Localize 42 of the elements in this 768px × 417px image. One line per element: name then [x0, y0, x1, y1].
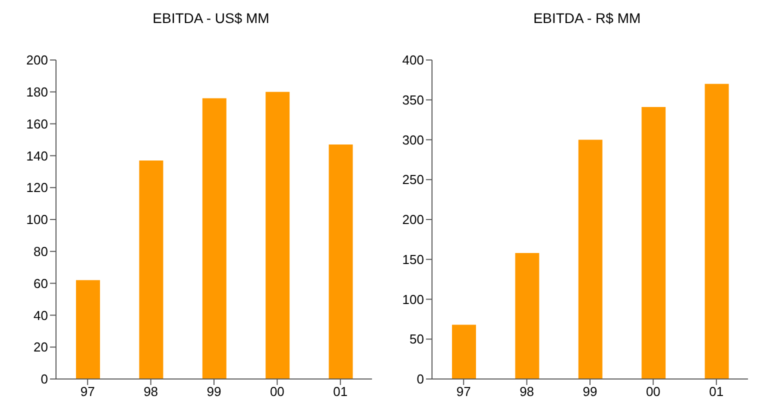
x-tick-label: 01: [333, 384, 348, 400]
y-tick-label: 0: [416, 372, 424, 387]
y-tick-label: 20: [34, 340, 48, 355]
y-tick-label: 80: [34, 244, 48, 260]
bar: [139, 160, 164, 379]
bar: [452, 324, 476, 379]
y-tick-label: 60: [34, 276, 48, 291]
y-tick-label: 200: [26, 52, 48, 68]
x-tick-label: 01: [709, 384, 724, 400]
chart-title: EBITDA - R$ MM: [532, 9, 642, 28]
x-tick-label: 00: [270, 384, 284, 400]
y-tick-label: 400: [402, 52, 424, 68]
x-tick-label: 99: [206, 384, 222, 400]
y-tick-label: 250: [402, 172, 424, 188]
y-tick-label: 50: [410, 332, 424, 347]
bar: [642, 107, 666, 379]
y-tick-label: 0: [40, 372, 48, 387]
bar: [76, 280, 100, 379]
x-tick-label: 98: [144, 384, 158, 400]
y-tick-label: 100: [26, 212, 48, 228]
y-tick-label: 120: [26, 180, 48, 196]
bar: [515, 252, 540, 379]
x-tick-label: 98: [520, 384, 534, 400]
y-tick-label: 350: [402, 92, 424, 108]
bar: [266, 92, 290, 379]
y-tick-label: 40: [34, 308, 48, 323]
bar: [578, 140, 602, 379]
x-tick-label: 97: [80, 384, 95, 400]
y-tick-label: 200: [402, 212, 424, 228]
x-tick-label: 00: [646, 384, 660, 400]
y-tick-label: 160: [26, 116, 48, 132]
y-tick-label: 100: [402, 292, 424, 307]
y-tick-label: 300: [402, 132, 424, 148]
y-tick-label: 180: [26, 84, 48, 100]
chart-title: EBITDA - US$ MM: [152, 9, 270, 28]
x-tick-label: 99: [582, 384, 598, 400]
bar: [704, 84, 729, 379]
y-tick-label: 140: [26, 148, 48, 164]
bar: [202, 98, 226, 379]
bar: [328, 144, 353, 379]
x-tick-label: 97: [456, 384, 471, 400]
y-tick-label: 150: [402, 252, 424, 267]
